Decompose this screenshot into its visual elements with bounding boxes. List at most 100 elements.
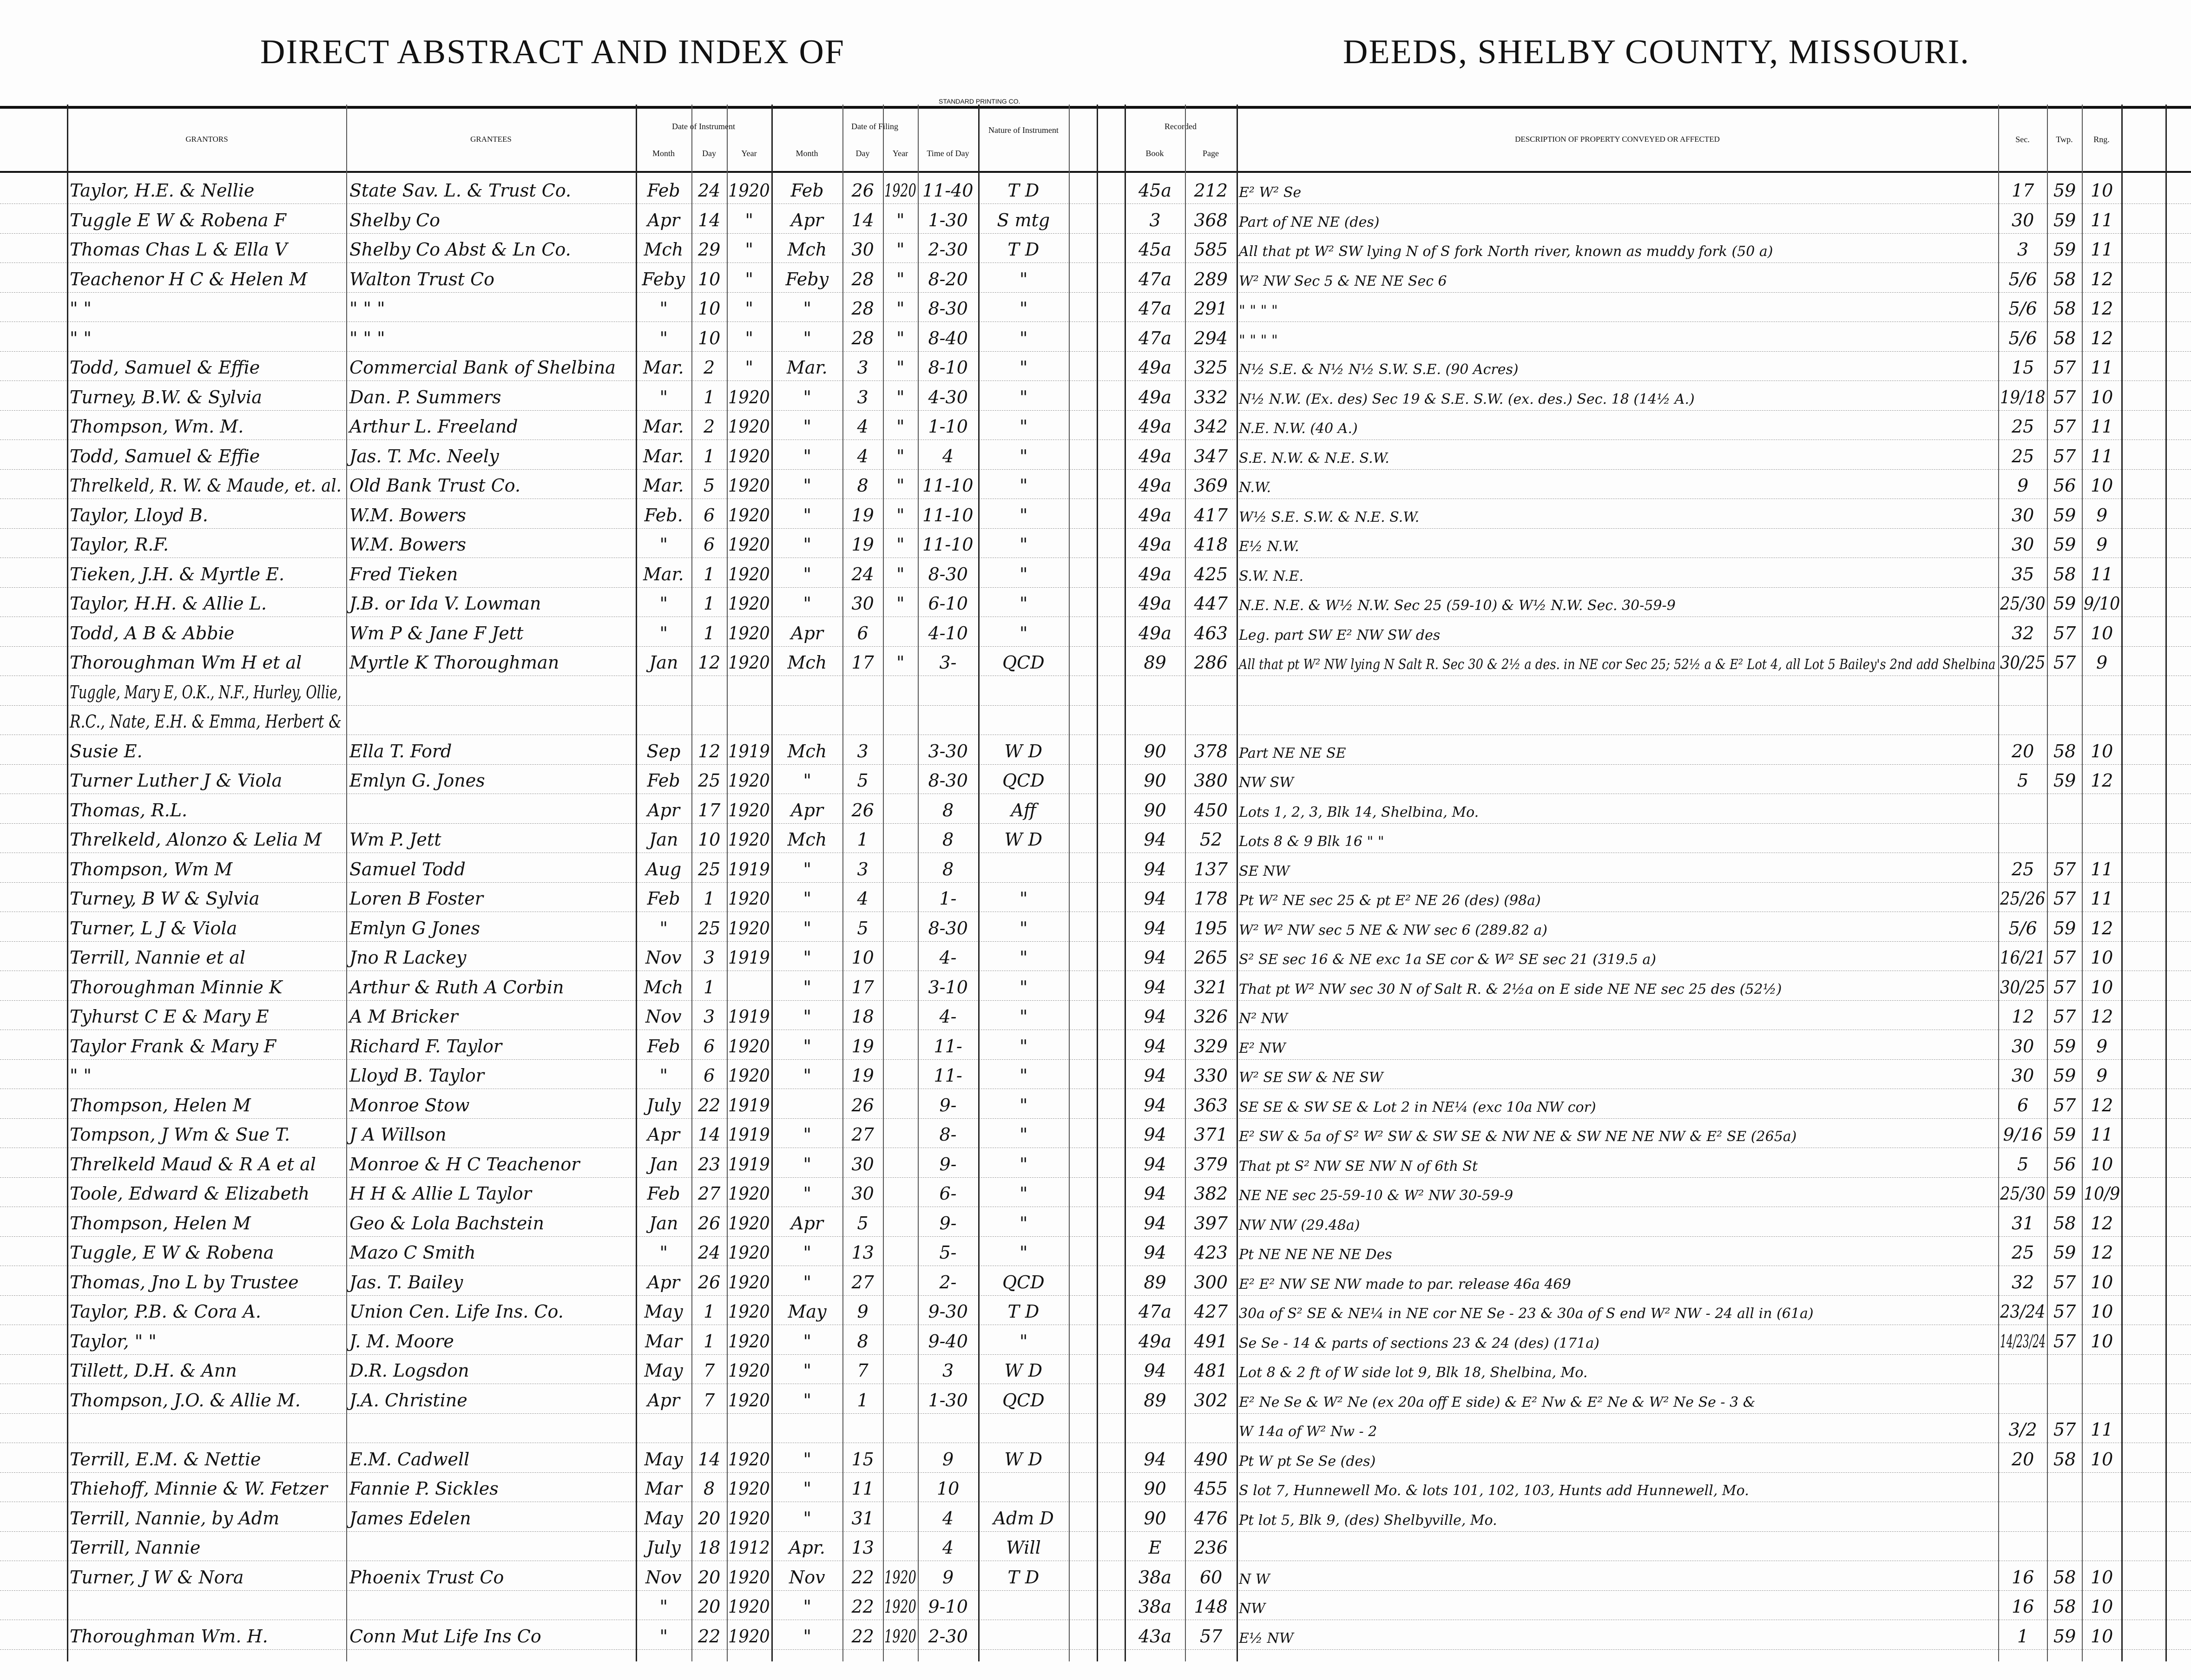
cell-page: 342 — [1194, 416, 1228, 437]
cell-book: 47a — [1138, 269, 1172, 289]
cell-im: " — [659, 534, 668, 555]
cell-grantee: Jas. T. Bailey — [349, 1272, 463, 1293]
cell-grantee: Walton Trust Co — [349, 269, 495, 289]
cell-book: 49a — [1138, 446, 1172, 466]
cell-time: 8- — [939, 1124, 957, 1145]
cell-im: Feb — [647, 1036, 680, 1057]
cell-rng: 9 — [2096, 652, 2108, 673]
cell-fm: Feby — [785, 269, 829, 289]
cell-fm: " — [803, 770, 811, 791]
cell-nature: Adm D — [993, 1508, 1054, 1529]
cell-nature: T D — [1007, 180, 1040, 201]
cell-fy: " — [896, 534, 905, 555]
cell-rng: 12 — [2091, 1006, 2113, 1027]
cell-fd: 24 — [851, 564, 874, 584]
cell-twp: 59 — [2053, 1242, 2076, 1263]
cell-im: Nov — [645, 1006, 682, 1027]
cell-rng: 10 — [2091, 1272, 2113, 1293]
cell-fy: " — [896, 593, 905, 614]
cell-fm: " — [803, 1390, 811, 1411]
cell-sec: 5/6 — [2008, 269, 2037, 289]
cell-time: 6-10 — [928, 593, 968, 614]
cell-id: 10 — [698, 328, 721, 348]
cell-twp: 57 — [2053, 1272, 2076, 1293]
cell-twp: 56 — [2053, 475, 2076, 496]
cell-twp: 57 — [2053, 1419, 2076, 1440]
cell-id: 20 — [698, 1567, 721, 1588]
cell-fy: " — [896, 416, 905, 437]
cell-fm: " — [803, 1331, 811, 1352]
cell-fy: " — [896, 210, 905, 230]
cell-fm: Mch — [787, 829, 827, 850]
cell-sec: 16/21 — [2000, 947, 2046, 968]
cell-fm: " — [803, 1626, 811, 1647]
cell-fm: Nov — [789, 1567, 825, 1588]
cell-iy: 1920 — [728, 387, 770, 407]
cell-nature: W D — [1004, 741, 1043, 761]
cell-grantor: Thomas, Jno L by Trustee — [70, 1272, 299, 1293]
cell-sec: 20 — [2012, 741, 2034, 761]
cell-grantor: Turney, B W & Sylvia — [70, 888, 260, 909]
cell-grantor: Taylor, P.B. & Cora A. — [70, 1301, 262, 1322]
cell-page: 302 — [1194, 1390, 1228, 1411]
cell-fd: 19 — [851, 534, 874, 555]
cell-sec: 25 — [2012, 859, 2034, 879]
cell-time: 4-10 — [928, 623, 968, 643]
ledger-row: Tillett, D.H. & Ann D.R. Logsdon May 7 1920 "… — [0, 1354, 2191, 1384]
cell-time: 9-40 — [928, 1331, 968, 1352]
cell-page: 447 — [1194, 593, 1228, 614]
cell-fm: May — [788, 1301, 827, 1322]
cell-sec: 25 — [2012, 1242, 2034, 1263]
ledger-row: Todd, Samuel & Effie Commercial Bank of S… — [0, 351, 2191, 381]
cell-id: 7 — [704, 1360, 715, 1381]
cell-rng: 10 — [2091, 387, 2113, 407]
cell-im: Apr — [647, 1390, 680, 1411]
cell-fm: Mch — [787, 741, 827, 761]
cell-grantee: Arthur & Ruth A Corbin — [349, 977, 564, 998]
cell-grantor: Turner Luther J & Viola — [70, 770, 283, 791]
cell-nature: " — [1020, 1065, 1028, 1086]
cell-desc: N.E. N.W. (40 A.) — [1239, 420, 1358, 437]
cell-twp: 59 — [2053, 1124, 2076, 1145]
cell-grantor: Turner, J W & Nora — [70, 1567, 244, 1588]
header-inst-year: Year — [741, 149, 757, 158]
cell-id: 27 — [698, 1183, 721, 1204]
cell-fd: 8 — [857, 475, 869, 496]
cell-nature: QCD — [1002, 770, 1045, 791]
cell-page: 289 — [1194, 269, 1228, 289]
cell-book: 38a — [1138, 1596, 1172, 1617]
header-recorded: Recorded — [1165, 122, 1197, 131]
cell-rng: 11 — [2091, 416, 2113, 437]
cell-grantor: Tuggle, Mary E, O.K., N.F., Hurley, Olli… — [70, 682, 342, 702]
cell-rng: 11 — [2091, 564, 2113, 584]
cell-id: 23 — [698, 1154, 721, 1175]
cell-iy: 1919 — [728, 947, 770, 968]
cell-fd: 22 — [851, 1626, 874, 1647]
cell-fy: " — [896, 446, 905, 466]
cell-twp: 59 — [2053, 1183, 2076, 1204]
cell-book: 94 — [1144, 1065, 1166, 1086]
cell-id: 1 — [704, 446, 715, 466]
cell-nature: " — [1020, 1242, 1028, 1263]
cell-grantor: " " — [70, 328, 92, 348]
cell-grantee: Dan. P. Summers — [349, 387, 501, 407]
cell-twp: 57 — [2053, 416, 2076, 437]
cell-page: 137 — [1194, 859, 1228, 879]
cell-time: 1-10 — [928, 416, 968, 437]
cell-desc: S.W. N.E. — [1239, 568, 1303, 584]
column-rule — [1237, 105, 1238, 1661]
cell-book: 94 — [1144, 829, 1166, 850]
cell-book: 94 — [1144, 888, 1166, 909]
cell-rng: 12 — [2091, 770, 2113, 791]
cell-fd: 5 — [857, 918, 869, 938]
cell-time: 11-10 — [922, 475, 974, 496]
cell-desc: NE NE sec 25-59-10 & W² NW 30-59-9 — [1239, 1188, 1513, 1204]
cell-grantor: Taylor, Lloyd B. — [70, 505, 208, 525]
cell-book: 3 — [1149, 210, 1161, 230]
cell-fy: 1920 — [884, 180, 916, 201]
cell-id: 12 — [698, 652, 721, 673]
ledger-row: " " Lloyd B. Taylor " 6 1920 " 19 11- " 94 330 W² S… — [0, 1059, 2191, 1089]
cell-fm: Apr — [791, 800, 823, 820]
cell-fd: 11 — [851, 1478, 874, 1499]
